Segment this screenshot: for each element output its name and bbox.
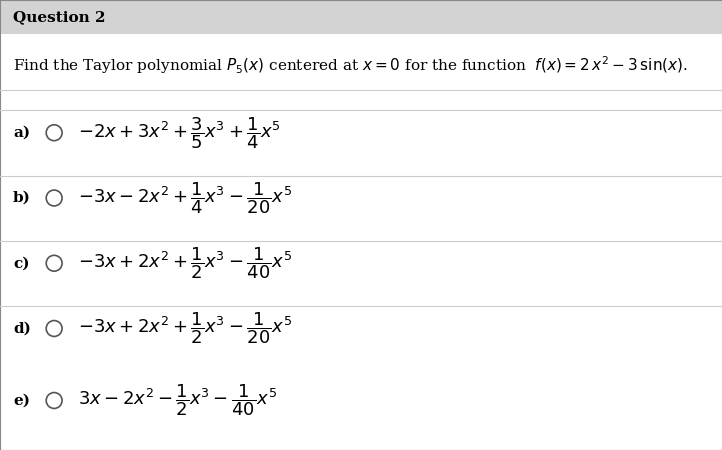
Text: $-3x + 2x^2 + \dfrac{1}{2}x^3 - \dfrac{1}{40}x^5$: $-3x + 2x^2 + \dfrac{1}{2}x^3 - \dfrac{1… xyxy=(78,245,292,281)
Text: c): c) xyxy=(13,256,30,270)
Text: $3x - 2x^2 - \dfrac{1}{2}x^3 - \dfrac{1}{40}x^5$: $3x - 2x^2 - \dfrac{1}{2}x^3 - \dfrac{1}… xyxy=(78,382,277,418)
FancyBboxPatch shape xyxy=(0,0,722,34)
Text: d): d) xyxy=(13,321,31,336)
Text: Find the Taylor polynomial $P_5(x)$ centered at $x = 0$ for the function  $f(x) : Find the Taylor polynomial $P_5(x)$ cent… xyxy=(13,54,688,76)
Text: $-2x + 3x^2 + \dfrac{3}{5}x^3 + \dfrac{1}{4}x^5$: $-2x + 3x^2 + \dfrac{3}{5}x^3 + \dfrac{1… xyxy=(78,115,281,151)
Text: e): e) xyxy=(13,393,30,408)
Text: $-3x + 2x^2 + \dfrac{1}{2}x^3 - \dfrac{1}{20}x^5$: $-3x + 2x^2 + \dfrac{1}{2}x^3 - \dfrac{1… xyxy=(78,310,292,346)
Text: a): a) xyxy=(13,126,30,140)
Text: Question 2: Question 2 xyxy=(13,10,105,24)
Text: b): b) xyxy=(13,191,31,205)
Text: $-3x - 2x^2 + \dfrac{1}{4}x^3 - \dfrac{1}{20}x^5$: $-3x - 2x^2 + \dfrac{1}{4}x^3 - \dfrac{1… xyxy=(78,180,292,216)
